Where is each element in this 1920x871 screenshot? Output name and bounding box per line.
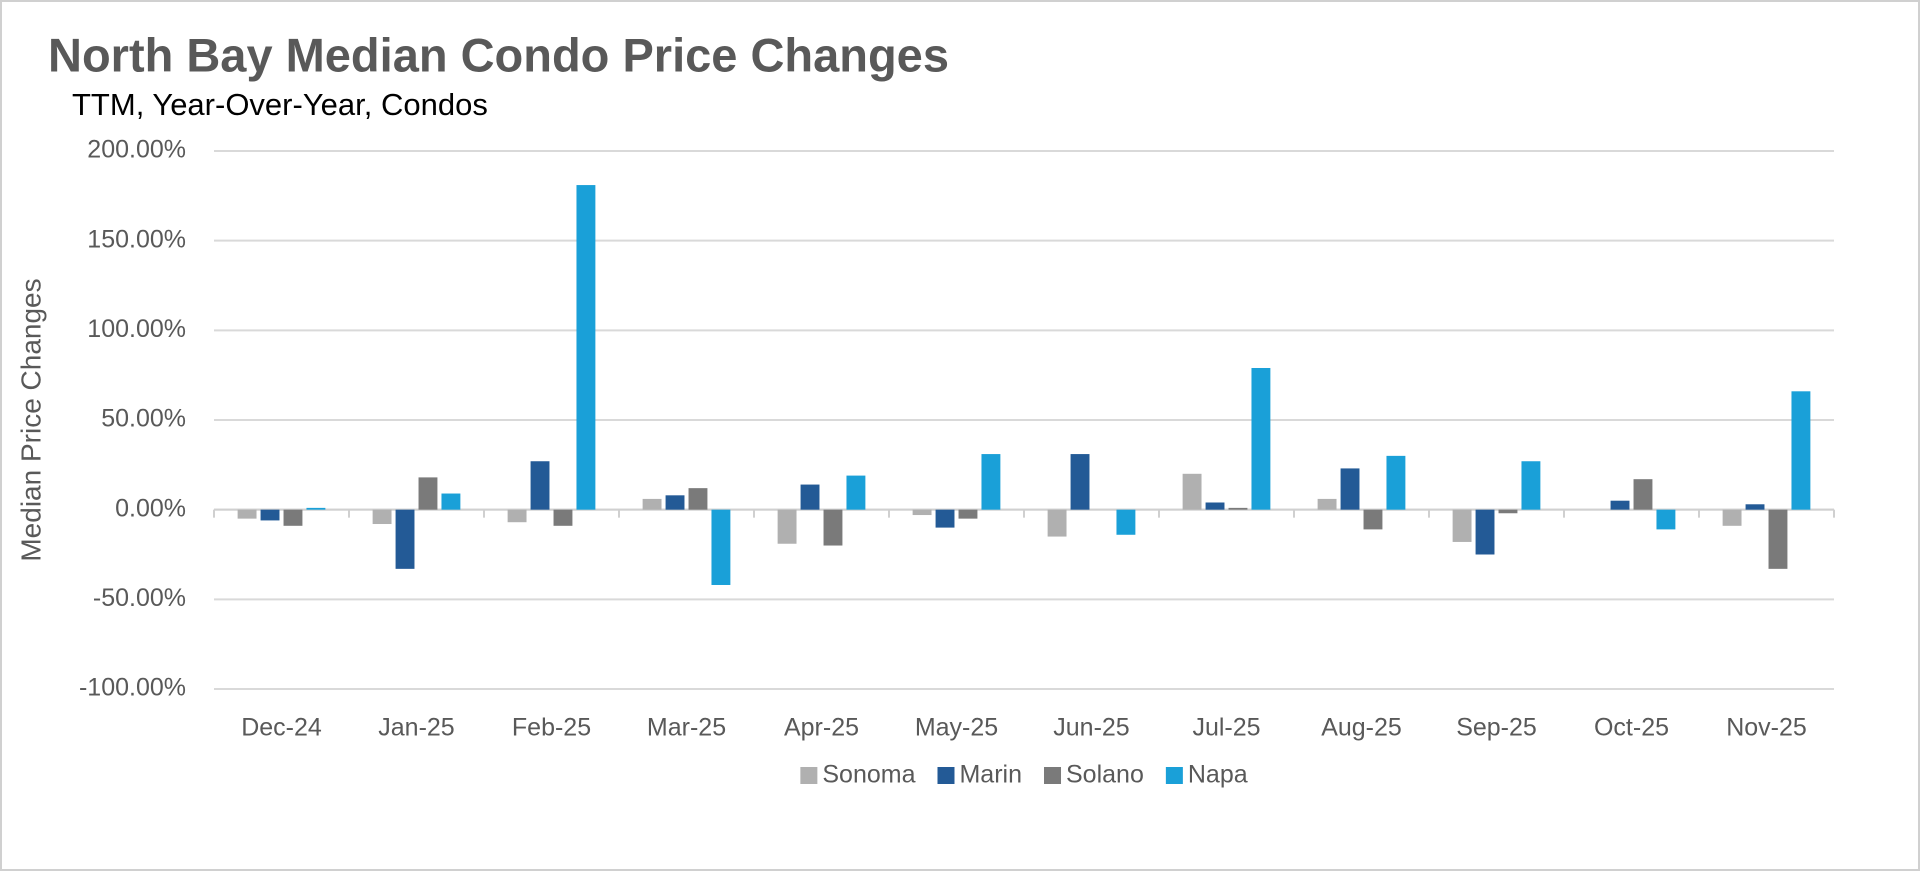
legend-label: Sonoma <box>822 761 915 789</box>
legend-label: Solano <box>1066 761 1144 789</box>
bar <box>1070 454 1090 510</box>
bar <box>1498 509 1518 514</box>
bar <box>711 509 731 585</box>
bar <box>958 509 978 519</box>
y-tick-label: 100.00% <box>87 315 186 343</box>
bar <box>1722 509 1742 526</box>
bar <box>260 509 280 521</box>
y-tick-label: -100.00% <box>79 674 186 702</box>
bar <box>935 509 955 528</box>
x-tick-label: Oct-25 <box>1594 714 1669 742</box>
bar <box>688 488 708 510</box>
bar <box>665 495 685 510</box>
bar <box>823 509 843 546</box>
bar <box>1047 509 1067 537</box>
bar <box>441 493 461 510</box>
bar <box>1633 479 1653 510</box>
bar <box>1475 509 1495 555</box>
bar <box>800 484 820 510</box>
legend-label: Marin <box>959 761 1022 789</box>
x-tick-label: Mar-25 <box>647 714 726 742</box>
bar <box>530 461 550 510</box>
y-tick-label: -50.00% <box>93 584 186 612</box>
bar <box>1791 391 1811 510</box>
legend-swatch <box>800 767 818 784</box>
bar <box>576 185 596 510</box>
legend-swatch <box>937 767 955 784</box>
bar <box>283 509 303 526</box>
x-tick-label: Apr-25 <box>784 714 859 742</box>
chart-subtitle: TTM, Year-Over-Year, Condos <box>72 87 488 122</box>
y-tick-label: 0.00% <box>115 494 186 522</box>
x-tick-label: May-25 <box>915 714 998 742</box>
x-tick-label: Feb-25 <box>512 714 591 742</box>
x-tick-label: Jan-25 <box>378 714 454 742</box>
bar <box>553 509 573 526</box>
bar <box>1228 507 1248 510</box>
bar <box>1340 468 1360 510</box>
bar <box>1205 502 1225 510</box>
bar <box>306 507 326 510</box>
bar <box>1363 509 1383 530</box>
bar <box>507 509 527 523</box>
x-tick-label: Dec-24 <box>241 714 322 742</box>
bar <box>642 498 662 510</box>
bar <box>1251 367 1271 510</box>
bar <box>1386 455 1406 510</box>
bar <box>237 509 257 519</box>
x-tick-label: Nov-25 <box>1726 714 1807 742</box>
bar <box>777 509 797 544</box>
bar <box>395 509 415 569</box>
legend-swatch <box>1165 767 1183 784</box>
bar <box>1610 500 1630 510</box>
bar <box>981 454 1001 510</box>
y-tick-label: 200.00% <box>87 136 186 164</box>
bar <box>846 475 866 510</box>
x-tick-label: Jun-25 <box>1053 714 1129 742</box>
bar <box>372 509 392 525</box>
x-tick-label: Sep-25 <box>1456 714 1537 742</box>
bar <box>1116 509 1136 535</box>
bar <box>1768 509 1788 569</box>
legend-label: Napa <box>1188 761 1248 789</box>
bar <box>1182 473 1202 510</box>
bar <box>1656 509 1676 530</box>
bar <box>912 509 932 516</box>
bar <box>1745 504 1765 510</box>
bar <box>1452 509 1472 542</box>
x-tick-label: Jul-25 <box>1192 714 1260 742</box>
bar <box>1317 498 1337 510</box>
chart-title: North Bay Median Condo Price Changes <box>48 28 949 81</box>
y-tick-label: 50.00% <box>101 405 186 433</box>
y-axis-label: Median Price Changes <box>15 278 46 561</box>
y-tick-label: 150.00% <box>87 225 186 253</box>
bar <box>1521 461 1541 510</box>
bar <box>418 477 438 510</box>
x-tick-label: Aug-25 <box>1321 714 1402 742</box>
legend-swatch <box>1044 767 1062 784</box>
